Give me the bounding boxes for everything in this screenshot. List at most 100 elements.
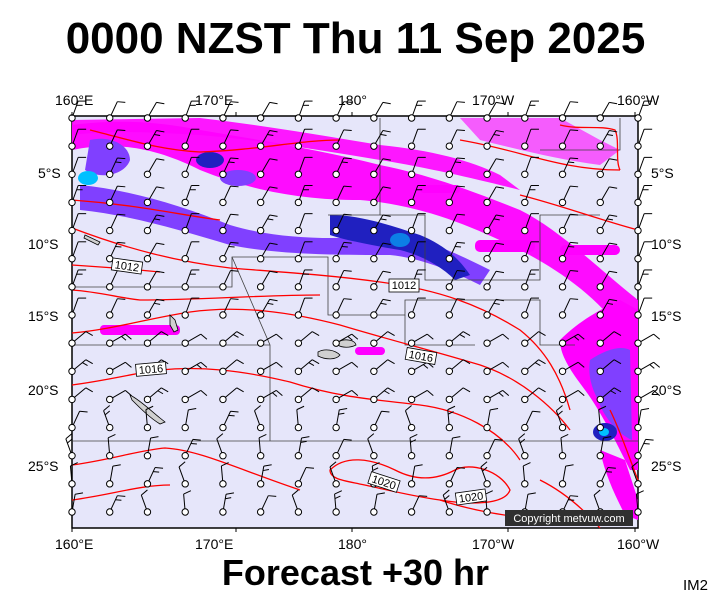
wind-barb-feather bbox=[502, 361, 510, 368]
station-marker bbox=[332, 114, 340, 122]
wind-barb-feather bbox=[493, 133, 500, 136]
wind-barb-feather bbox=[230, 101, 239, 103]
wind-barb-feather bbox=[125, 333, 132, 340]
station-marker bbox=[143, 395, 152, 404]
wind-barb-feather bbox=[196, 364, 202, 369]
lat-label-left: 5°S bbox=[38, 165, 61, 181]
wind-barb-feather bbox=[267, 133, 274, 136]
station-marker bbox=[143, 480, 152, 488]
station-marker bbox=[106, 311, 114, 319]
station-marker bbox=[558, 283, 567, 291]
wind-barb-feather bbox=[156, 130, 165, 133]
wind-barb-feather bbox=[459, 334, 466, 338]
station-marker bbox=[181, 311, 189, 319]
station-marker bbox=[106, 480, 114, 488]
wind-barb-feather bbox=[117, 185, 126, 188]
station-marker bbox=[483, 114, 491, 122]
station-marker bbox=[256, 480, 265, 488]
wind-barb-feather bbox=[606, 133, 614, 136]
station-marker bbox=[294, 170, 303, 178]
wind-barb-feather bbox=[382, 242, 391, 246]
station-marker bbox=[256, 170, 265, 178]
wind-barb-feather bbox=[161, 331, 169, 337]
station-marker bbox=[219, 255, 227, 263]
lat-label-left: 15°S bbox=[28, 308, 59, 324]
station-marker bbox=[68, 311, 76, 319]
wind-barb-feather bbox=[447, 411, 454, 415]
wind-barb-feather bbox=[570, 213, 579, 216]
station-marker bbox=[294, 142, 303, 150]
station-marker bbox=[521, 283, 529, 291]
station-marker bbox=[219, 395, 227, 404]
station-marker bbox=[219, 480, 227, 488]
station-marker bbox=[106, 452, 114, 460]
wind-barb-feather bbox=[145, 405, 154, 411]
rain-patch-3 bbox=[475, 240, 535, 252]
wind-barb-feather bbox=[456, 157, 465, 160]
rain-patch-4 bbox=[420, 185, 460, 193]
wind-barb-feather bbox=[230, 298, 239, 300]
wind-barb-feather bbox=[115, 499, 122, 501]
wind-barb-feather bbox=[613, 387, 622, 393]
wind-barb-feather bbox=[311, 387, 320, 393]
wind-barb-feather bbox=[577, 390, 585, 396]
wind-barb-feather bbox=[454, 161, 462, 164]
wind-barb-feather bbox=[649, 364, 655, 369]
wind-barb-feather bbox=[351, 361, 359, 368]
station-marker bbox=[483, 480, 491, 488]
wind-barb-feather bbox=[236, 359, 244, 365]
wind-barb-feather bbox=[117, 157, 126, 160]
wind-barb-feather bbox=[190, 442, 197, 445]
station-marker bbox=[370, 339, 378, 347]
station-marker bbox=[256, 142, 265, 150]
wind-barb-feather bbox=[444, 495, 450, 500]
rain-core-3 bbox=[85, 138, 130, 176]
wind-barb-feather bbox=[605, 471, 612, 473]
wind-barb-feather bbox=[107, 433, 116, 439]
island-fiji-2 bbox=[337, 339, 357, 348]
wind-barb-feather bbox=[269, 101, 278, 105]
wind-barb-feather bbox=[343, 298, 352, 300]
station-marker bbox=[521, 114, 529, 122]
station-marker bbox=[68, 395, 76, 404]
station-marker bbox=[596, 367, 604, 375]
station-marker bbox=[106, 283, 114, 291]
station-marker bbox=[332, 395, 340, 404]
wind-barb-feather bbox=[228, 245, 235, 248]
station-marker bbox=[219, 142, 227, 150]
station-marker bbox=[483, 283, 491, 291]
wind-barb-feather bbox=[380, 133, 387, 136]
wind-barb-feather bbox=[291, 489, 299, 496]
wind-barb-feather bbox=[200, 390, 208, 396]
station-marker bbox=[106, 367, 114, 375]
wind-barb-feather bbox=[495, 101, 505, 105]
wind-barb-feather bbox=[372, 462, 380, 467]
wind-barb-feather bbox=[382, 186, 391, 189]
station-marker bbox=[634, 480, 642, 488]
wind-barb-feather bbox=[221, 462, 229, 467]
station-marker bbox=[106, 198, 114, 207]
wind-barb-feather bbox=[230, 241, 239, 244]
wind-barb-feather bbox=[641, 407, 650, 411]
wind-barb-feather bbox=[456, 213, 465, 216]
isobar-label-text: 1016 bbox=[408, 349, 434, 365]
station-marker bbox=[370, 114, 378, 122]
wind-barb-feather bbox=[233, 334, 239, 338]
lat-label-left: 20°S bbox=[28, 382, 59, 398]
station-marker bbox=[181, 367, 189, 375]
station-marker bbox=[445, 283, 454, 291]
station-marker bbox=[558, 423, 567, 432]
station-marker bbox=[370, 283, 378, 291]
wind-barb-feather bbox=[343, 213, 352, 216]
station-marker bbox=[521, 311, 529, 319]
wind-barb-feather bbox=[456, 467, 465, 469]
wind-barb-feather bbox=[502, 333, 510, 340]
station-marker bbox=[558, 170, 567, 178]
station-marker bbox=[483, 395, 491, 404]
station-marker bbox=[407, 170, 416, 178]
wind-barb-feather bbox=[538, 387, 546, 393]
station-marker bbox=[634, 283, 642, 291]
station-marker bbox=[483, 339, 491, 347]
station-marker bbox=[407, 423, 416, 432]
station-marker bbox=[596, 452, 604, 460]
